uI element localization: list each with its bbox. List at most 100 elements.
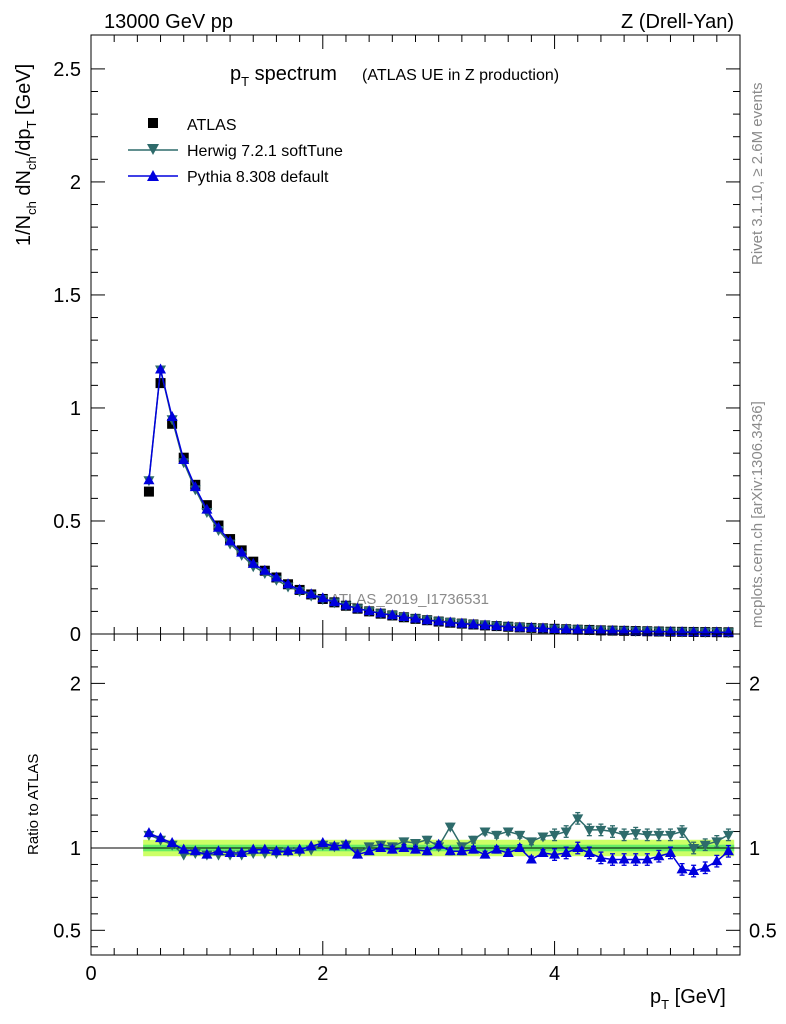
ratio-point-herwig	[421, 835, 433, 846]
ratio-point-pythia	[340, 838, 352, 849]
ratio-point-pythia	[467, 843, 479, 854]
mc-point-pythia	[166, 411, 178, 422]
ratio-point-pythia	[189, 845, 201, 856]
ratio-point-pythia	[444, 845, 456, 856]
ratio-point-pythia	[282, 845, 294, 856]
mc-point-pythia	[189, 481, 201, 492]
legend-marker-square	[148, 118, 158, 128]
x-tick-label: 0	[85, 963, 96, 985]
ratio-point-pythia	[433, 838, 445, 849]
main-ytick-label: 0.5	[53, 511, 81, 533]
ratio-point-herwig	[444, 822, 456, 833]
ratio-point-pythia	[398, 842, 410, 852]
mc-point-pythia	[178, 453, 190, 464]
ratio-point-pythia	[514, 842, 526, 852]
ratio-ytick-label: 1	[70, 838, 81, 860]
mc-point-pythia	[398, 611, 410, 622]
ratio-point-herwig	[479, 827, 491, 838]
mc-point-pythia	[491, 620, 503, 631]
ratio-ytick-label: 2	[70, 673, 81, 695]
ratio-point-pythia	[502, 846, 514, 857]
mc-point-pythia	[201, 503, 213, 514]
ratio-point-pythia	[317, 837, 329, 848]
mc-point-pythia	[479, 619, 491, 630]
mc-point-pythia	[583, 624, 595, 635]
mc-point-pythia	[664, 625, 676, 636]
plot-layer: 00.511.522.50.5 0.51 12 20 2 4	[53, 34, 777, 985]
ratio-point-pythia	[375, 842, 387, 852]
ratio-point-pythia	[270, 845, 282, 856]
ratio-ylabel: Ratio to ATLAS	[25, 754, 42, 855]
mc-point-pythia	[467, 618, 479, 629]
legend-label-herwig: Herwig 7.2.1 softTune	[187, 143, 343, 160]
ratio-point-herwig	[607, 827, 619, 838]
mc-point-pythia	[502, 620, 514, 631]
main-ytick-label: 2	[70, 172, 81, 194]
ratio-point-pythia	[595, 851, 607, 862]
mc-point-pythia	[143, 474, 155, 485]
legend-entry-herwig: Herwig 7.2.1 softTune	[128, 143, 343, 160]
header-right: Z (Drell-Yan)	[621, 11, 734, 33]
mc-point-pythia	[305, 588, 317, 599]
data-point-atlas	[143, 486, 154, 497]
header-left: 13000 GeV pp	[104, 11, 233, 33]
ratio-point-herwig	[676, 827, 688, 838]
ratio-point-herwig	[467, 835, 479, 846]
mc-point-pythia	[247, 557, 259, 568]
ratio-point-pythia	[155, 832, 167, 843]
ratio-ytick-label-right: 0.5	[749, 920, 777, 942]
ratio-point-pythia	[653, 850, 665, 861]
ratio-ytick-label: 0.5	[53, 920, 81, 942]
ratio-point-pythia	[143, 827, 155, 838]
ratio-point-pythia	[421, 845, 433, 856]
ratio-point-pythia	[699, 861, 711, 872]
legend: ATLAS Herwig 7.2.1 softTune Pythia 8.308…	[128, 117, 343, 186]
legend-entry-atlas: ATLAS	[148, 117, 237, 134]
ratio-ytick-label-right: 2	[749, 673, 760, 695]
mc-point-pythia	[444, 616, 456, 627]
ratio-point-pythia	[328, 840, 340, 851]
ratio-point-herwig	[653, 830, 665, 841]
ratio-point-pythia	[363, 845, 375, 856]
main-title-paren: (ATLAS UE in Z production)	[362, 67, 559, 84]
ratio-point-pythia	[178, 843, 190, 854]
mc-point-pythia	[155, 363, 167, 374]
ratio-point-pythia	[259, 843, 271, 854]
main-ytick-label: 1.5	[53, 285, 81, 307]
ratio-point-pythia	[166, 837, 178, 848]
ratio-point-herwig	[583, 825, 595, 836]
ratio-point-pythia	[525, 853, 537, 864]
legend-marker-triangle-down	[147, 144, 159, 155]
ratio-point-pythia	[549, 848, 561, 859]
legend-label-pythia: Pythia 8.308 default	[187, 169, 329, 186]
x-tick-label: 2	[317, 963, 328, 985]
main-title: pT spectrum	[230, 63, 337, 89]
main-ytick-label: 1	[70, 398, 81, 420]
ratio-point-herwig	[699, 840, 711, 851]
ratio-point-pythia	[479, 848, 491, 859]
mc-point-pythia	[352, 602, 364, 613]
mc-point-pythia	[630, 625, 642, 636]
mc-point-pythia	[641, 625, 653, 636]
ratio-point-pythia	[641, 853, 653, 864]
mc-point-pythia	[433, 615, 445, 626]
ratio-point-herwig	[595, 825, 607, 836]
mc-point-pythia	[456, 617, 468, 628]
ratio-point-pythia	[676, 863, 688, 874]
ratio-point-pythia	[386, 843, 398, 854]
legend-entry-pythia: Pythia 8.308 default	[128, 169, 329, 186]
mc-point-pythia	[340, 599, 352, 610]
mc-point-pythia	[363, 605, 375, 616]
ratio-point-pythia	[305, 840, 317, 851]
ratio-point-pythia	[583, 846, 595, 857]
data-point-atlas	[155, 378, 166, 389]
mc-point-pythia	[386, 609, 398, 620]
ratio-point-herwig	[502, 827, 514, 838]
mc-point-pythia	[525, 621, 537, 632]
ratio-point-herwig	[549, 830, 561, 841]
ratio-point-pythia	[607, 853, 619, 864]
mc-point-pythia	[212, 521, 224, 532]
mc-point-pythia	[410, 612, 421, 623]
mc-point-pythia	[282, 578, 294, 589]
